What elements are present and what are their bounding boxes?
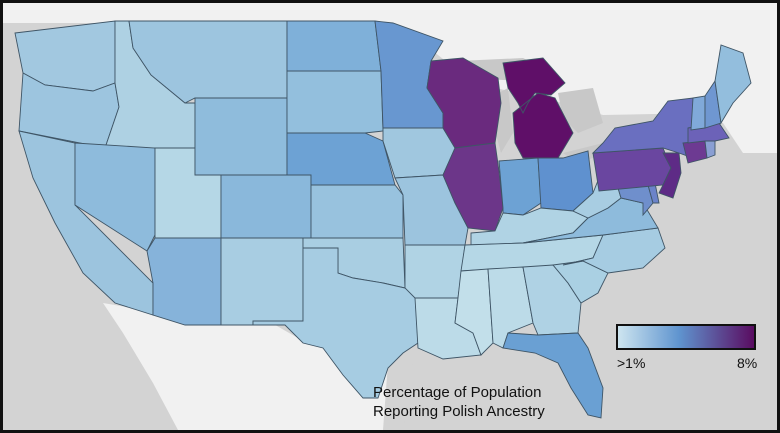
state-NV[interactable] xyxy=(74,142,156,252)
state-KS[interactable] xyxy=(310,184,404,239)
state-IA[interactable] xyxy=(382,127,456,179)
state-IN[interactable] xyxy=(498,157,542,216)
state-ME[interactable] xyxy=(714,44,752,125)
state-TX[interactable] xyxy=(252,247,419,399)
state-RI[interactable] xyxy=(704,140,716,159)
state-PA[interactable] xyxy=(592,147,672,192)
state-MI[interactable] xyxy=(502,57,574,159)
state-VT[interactable] xyxy=(690,95,706,131)
caption-line-2: Reporting Polish Ancestry xyxy=(373,403,545,420)
state-AZ[interactable] xyxy=(146,237,222,326)
caption-line-1: Percentage of Population xyxy=(373,384,542,401)
us-map xyxy=(3,3,777,430)
canada-land xyxy=(3,3,777,153)
lake-huron xyxy=(558,88,603,133)
state-CO[interactable] xyxy=(220,174,312,239)
state-NJ[interactable] xyxy=(658,152,682,199)
legend-min-label: >1% xyxy=(617,355,646,371)
map-caption: Percentage of Population Reporting Polis… xyxy=(373,383,545,421)
state-NC[interactable] xyxy=(562,227,666,274)
state-WY[interactable] xyxy=(194,97,288,176)
legend-color-bar xyxy=(616,324,756,350)
state-NM[interactable] xyxy=(220,237,304,326)
legend-max-label: 8% xyxy=(737,355,758,371)
state-SD[interactable] xyxy=(286,70,384,134)
mexico-land xyxy=(103,303,388,430)
state-AR[interactable] xyxy=(404,244,466,299)
state-ND[interactable] xyxy=(286,20,382,72)
states-layer xyxy=(14,20,752,419)
state-FL[interactable] xyxy=(502,332,604,419)
